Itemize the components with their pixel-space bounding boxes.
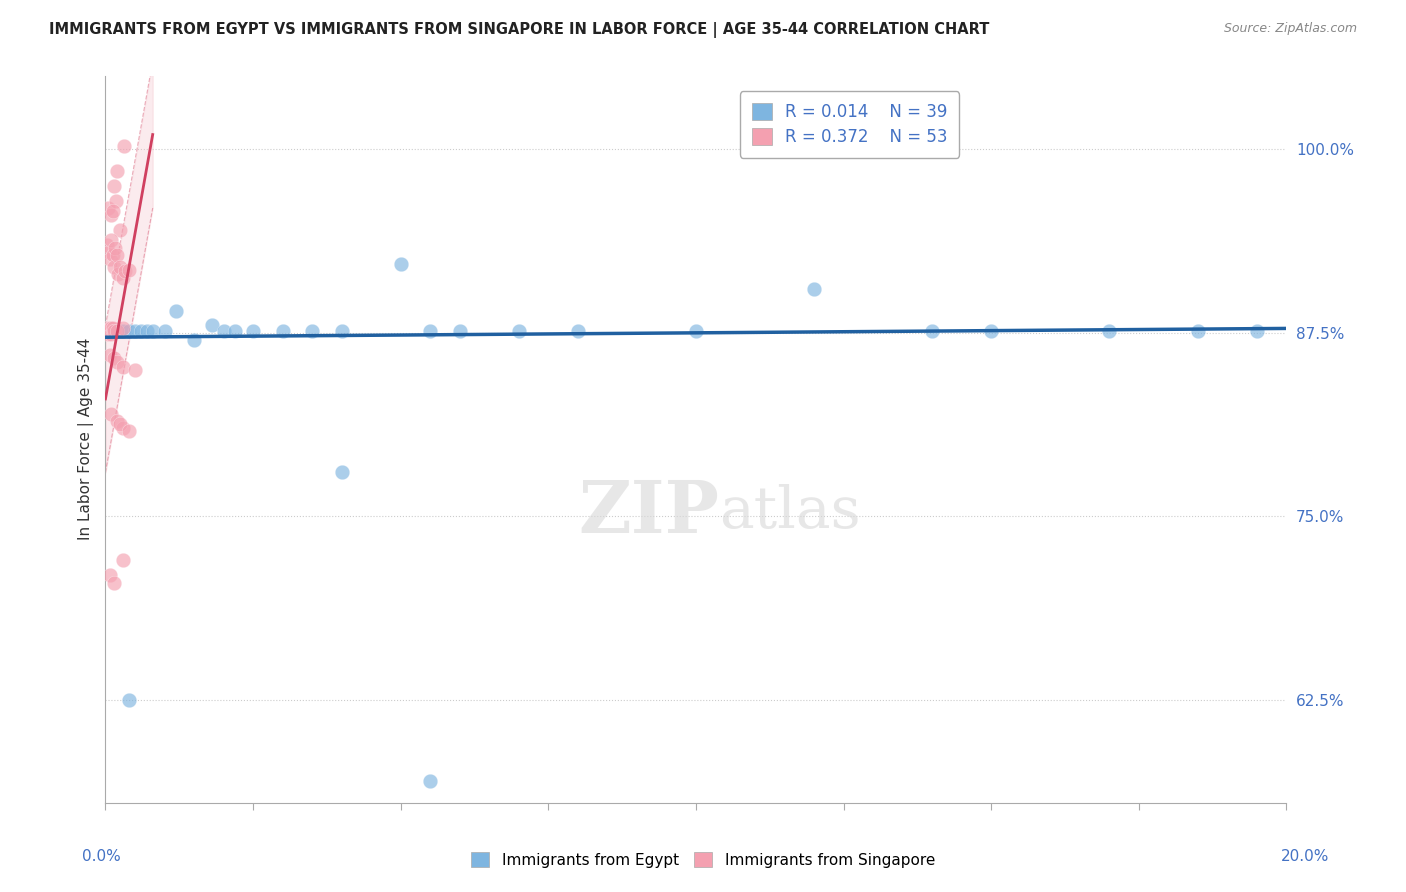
Point xyxy=(1187,324,1209,338)
Point xyxy=(105,164,128,178)
Point xyxy=(112,359,135,374)
Point xyxy=(103,324,125,338)
Point xyxy=(112,421,135,435)
Point xyxy=(96,324,118,338)
Point xyxy=(124,324,146,338)
Point xyxy=(103,324,125,338)
Point xyxy=(98,324,121,338)
Point xyxy=(103,575,125,590)
Point xyxy=(124,362,146,376)
Point xyxy=(98,348,121,362)
Point xyxy=(330,324,353,338)
Text: atlas: atlas xyxy=(720,484,862,540)
Point xyxy=(105,355,128,369)
Point xyxy=(118,262,141,277)
Point xyxy=(114,264,136,278)
Point xyxy=(112,324,135,338)
Point xyxy=(129,324,152,338)
Point xyxy=(101,248,124,262)
Point xyxy=(100,324,122,338)
Point xyxy=(101,203,124,218)
Point xyxy=(100,324,122,338)
Point xyxy=(98,245,121,260)
Point xyxy=(1246,324,1268,338)
Point xyxy=(1098,324,1121,338)
Point xyxy=(112,321,135,335)
Point xyxy=(105,414,128,428)
Point xyxy=(118,693,141,707)
Point xyxy=(271,324,294,338)
Point xyxy=(201,318,224,333)
Point xyxy=(165,303,187,318)
Point xyxy=(567,324,589,338)
Point xyxy=(105,194,128,208)
Point xyxy=(101,324,124,338)
Point xyxy=(97,201,120,215)
Point xyxy=(100,327,122,342)
Point xyxy=(103,351,125,365)
Point xyxy=(96,324,118,338)
Point xyxy=(153,324,176,338)
Point xyxy=(96,237,118,252)
Point xyxy=(112,271,135,285)
Point xyxy=(100,208,122,222)
Point xyxy=(94,324,117,338)
Point xyxy=(107,267,129,281)
Point xyxy=(183,333,205,347)
Point xyxy=(330,466,353,480)
Point xyxy=(98,252,121,267)
Point xyxy=(100,321,122,335)
Point xyxy=(980,324,1002,338)
Point xyxy=(100,233,122,247)
Point xyxy=(242,324,264,338)
Point xyxy=(105,324,128,338)
Text: IMMIGRANTS FROM EGYPT VS IMMIGRANTS FROM SINGAPORE IN LABOR FORCE | AGE 35-44 CO: IMMIGRANTS FROM EGYPT VS IMMIGRANTS FROM… xyxy=(49,22,990,38)
Point xyxy=(112,553,135,567)
Point xyxy=(921,324,943,338)
Point xyxy=(118,424,141,438)
Legend: Immigrants from Egypt, Immigrants from Singapore: Immigrants from Egypt, Immigrants from S… xyxy=(465,846,941,873)
Legend: R = 0.014    N = 39, R = 0.372    N = 53: R = 0.014 N = 39, R = 0.372 N = 53 xyxy=(740,91,959,158)
Point xyxy=(419,324,441,338)
Point xyxy=(96,324,118,338)
Text: Source: ZipAtlas.com: Source: ZipAtlas.com xyxy=(1223,22,1357,36)
Point xyxy=(301,324,323,338)
Point xyxy=(98,324,121,338)
Point xyxy=(212,324,235,338)
Point xyxy=(112,139,135,153)
Point xyxy=(224,324,246,338)
Point xyxy=(105,248,128,262)
Point xyxy=(118,324,141,338)
Point xyxy=(419,773,441,788)
Point xyxy=(103,178,125,193)
Point xyxy=(101,324,124,338)
Point xyxy=(803,282,825,296)
Point xyxy=(101,321,124,335)
Point xyxy=(389,257,412,271)
Point xyxy=(105,324,128,338)
Point xyxy=(97,324,120,338)
Point xyxy=(97,324,120,338)
Point xyxy=(98,568,121,582)
Point xyxy=(110,417,132,431)
Point xyxy=(98,324,121,338)
Point xyxy=(103,260,125,274)
Point xyxy=(449,324,471,338)
Text: 0.0%: 0.0% xyxy=(82,849,121,864)
Point xyxy=(508,324,530,338)
Point xyxy=(104,241,127,255)
Y-axis label: In Labor Force | Age 35-44: In Labor Force | Age 35-44 xyxy=(79,338,94,541)
Point xyxy=(135,324,157,338)
Point xyxy=(110,260,132,274)
Text: ZIP: ZIP xyxy=(579,476,720,548)
Point xyxy=(685,324,707,338)
Point xyxy=(97,327,120,342)
Text: 20.0%: 20.0% xyxy=(1281,849,1329,864)
Point xyxy=(100,407,122,421)
Point xyxy=(142,324,165,338)
Point xyxy=(110,223,132,237)
Point xyxy=(98,321,121,335)
Point xyxy=(96,321,118,335)
